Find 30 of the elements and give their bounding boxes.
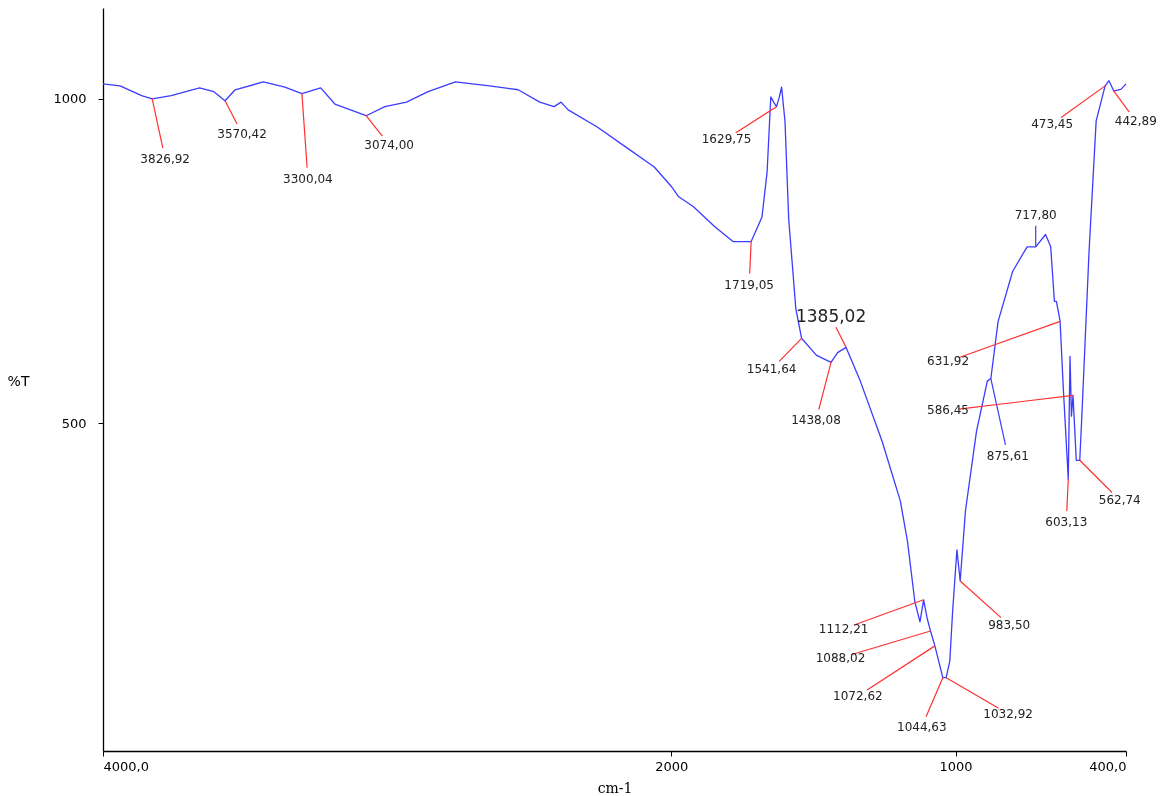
y-axis-title: %T bbox=[7, 372, 30, 389]
x-tick-label: 1000 bbox=[939, 758, 973, 774]
x-tick-label: 4000,0 bbox=[103, 758, 149, 774]
annotation: 631,92 bbox=[927, 354, 970, 369]
annotation: 603,13 bbox=[1045, 515, 1088, 530]
annotation: 473,45 bbox=[1031, 116, 1074, 131]
annotation: 562,74 bbox=[1098, 493, 1141, 508]
annotation: 1629,75 bbox=[701, 131, 752, 146]
annotation: 875,61 bbox=[986, 448, 1029, 463]
annotation: 1032,92 bbox=[983, 706, 1033, 721]
annotation: 1719,05 bbox=[724, 277, 774, 292]
annotation: 586,45 bbox=[927, 403, 970, 418]
y-tick-label: 500 bbox=[61, 415, 87, 431]
annotation: 3570,42 bbox=[217, 126, 267, 141]
annotation: 1088,02 bbox=[815, 650, 866, 665]
annotation: 442,89 bbox=[1114, 114, 1157, 129]
annotation: 1112,21 bbox=[818, 621, 869, 636]
annotation: 1044,63 bbox=[897, 719, 947, 734]
annotation: 1385,02 bbox=[795, 306, 867, 327]
annotation: 1541,64 bbox=[746, 362, 797, 377]
annotation: 3074,00 bbox=[364, 137, 414, 152]
annotation: 983,50 bbox=[988, 617, 1031, 632]
annotation: 3826,92 bbox=[140, 151, 190, 166]
annotation: 1438,08 bbox=[791, 413, 841, 428]
x-axis-title: cm-1 bbox=[597, 779, 633, 796]
annotation: 717,80 bbox=[1014, 207, 1057, 222]
annotation: 3300,04 bbox=[283, 171, 333, 186]
annotation: 1072,62 bbox=[833, 688, 883, 703]
x-tick-label: 400,0 bbox=[1089, 758, 1127, 774]
x-tick-label: 2000 bbox=[655, 758, 689, 774]
